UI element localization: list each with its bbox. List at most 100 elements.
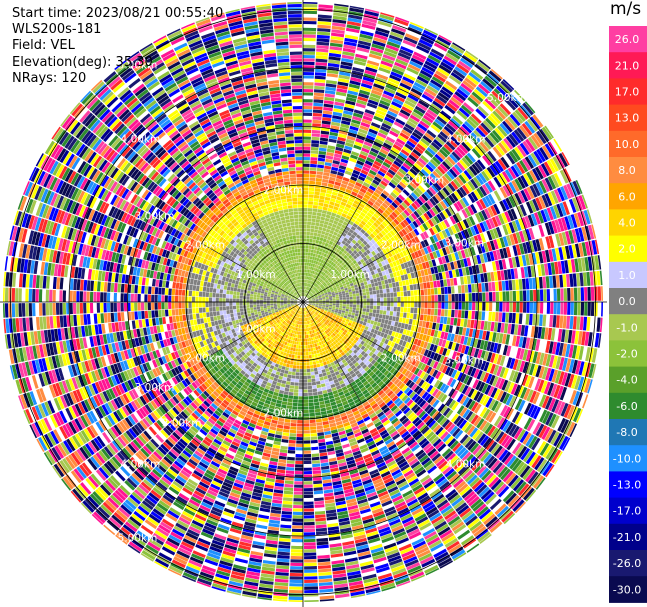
range-gate: [257, 266, 262, 271]
range-gate: [342, 293, 346, 296]
range-gate: [171, 164, 181, 173]
range-gate: [254, 239, 260, 245]
range-gate: [164, 142, 175, 151]
range-gate: [189, 230, 196, 238]
range-gate: [243, 255, 248, 261]
range-gate: [127, 293, 131, 302]
range-gate: [249, 296, 254, 300]
range-gate: [263, 282, 268, 286]
range-gate: [153, 271, 158, 279]
range-gate: [205, 297, 209, 302]
range-gate: [318, 147, 327, 152]
range-gate: [45, 205, 53, 220]
range-gate: [178, 289, 183, 296]
range-gate: [135, 239, 142, 249]
range-gate: [286, 286, 290, 289]
range-gate: [94, 247, 100, 259]
range-gate: [168, 295, 172, 302]
range-gate: [316, 212, 322, 217]
range-gate: [405, 279, 410, 286]
range-gate: [312, 205, 318, 209]
range-gate: [297, 294, 300, 298]
range-gate: [265, 286, 270, 289]
range-gate: [123, 293, 128, 302]
range-gate: [117, 253, 123, 264]
range-gate: [144, 286, 149, 294]
range-gate: [183, 176, 192, 185]
range-gate: [57, 264, 62, 277]
range-gate: [296, 177, 303, 181]
range-gate: [125, 202, 133, 213]
range-gate: [284, 295, 288, 297]
range-gate: [90, 280, 95, 292]
range-gate: [94, 83, 107, 96]
range-gate: [290, 54, 302, 59]
range-gate: [277, 206, 283, 211]
range-gate: [303, 54, 315, 59]
range-gate: [254, 286, 259, 290]
range-gate: [296, 294, 300, 298]
range-gate: [235, 243, 241, 250]
range-gate: [232, 275, 237, 281]
range-gate: [147, 205, 155, 214]
range-gate: [293, 208, 298, 212]
range-gate: [293, 293, 296, 297]
range-gate: [126, 236, 133, 246]
range-gate: [277, 62, 290, 67]
range-gate: [373, 278, 378, 283]
range-gate: [83, 164, 93, 177]
range-gate: [285, 236, 290, 241]
range-gate: [87, 245, 94, 257]
range-gate: [119, 160, 129, 171]
range-gate: [88, 209, 96, 221]
range-gate: [317, 21, 332, 26]
range-gate: [295, 150, 303, 154]
range-gate: [108, 76, 121, 88]
range-gate: [134, 285, 139, 294]
range-gate: [288, 246, 292, 251]
range-gate: [111, 272, 116, 283]
range-gate: [312, 253, 316, 257]
range-gate: [97, 126, 109, 138]
range-gate: [25, 288, 29, 302]
range-gate: [42, 275, 47, 289]
range-gate: [274, 291, 279, 294]
range-gate: [275, 34, 289, 40]
range-gate: [152, 144, 162, 154]
range-gate: [51, 208, 59, 222]
range-gate: [71, 241, 77, 254]
range-gate: [201, 251, 207, 259]
range-gate: [24, 214, 32, 229]
range-gate: [50, 263, 56, 276]
range-gate: [284, 123, 294, 127]
range-gate: [268, 289, 272, 292]
range-gate: [307, 204, 313, 209]
range-gate: [283, 119, 293, 124]
range-gate: [316, 41, 330, 46]
range-gate: [73, 278, 78, 291]
range-gate: [201, 231, 208, 238]
range-gate: [318, 226, 323, 231]
range-gate: [305, 252, 308, 256]
range-gate: [46, 175, 55, 189]
range-gate: [107, 251, 114, 262]
range-gate: [305, 248, 309, 253]
range-gate: [89, 291, 94, 302]
range-gate: [186, 244, 192, 252]
range-gate: [271, 282, 276, 286]
ppi-plot: 1.00km 1.00km1.00km2.00km2.00km2.00km2.00…: [0, 0, 607, 607]
range-gate: [309, 180, 316, 185]
range-gate: [133, 105, 145, 116]
range-gate: [84, 94, 96, 107]
range-gate: [303, 105, 313, 110]
range-gate: [279, 79, 291, 84]
range-gate: [61, 225, 68, 238]
range-gate: [219, 293, 223, 298]
range-gate: [221, 266, 226, 272]
range-gate: [97, 225, 104, 237]
range-gate: [305, 259, 308, 263]
range-gate: [260, 248, 266, 253]
range-gate: [321, 120, 331, 125]
range-gate: [104, 93, 117, 106]
range-gate: [119, 233, 126, 244]
